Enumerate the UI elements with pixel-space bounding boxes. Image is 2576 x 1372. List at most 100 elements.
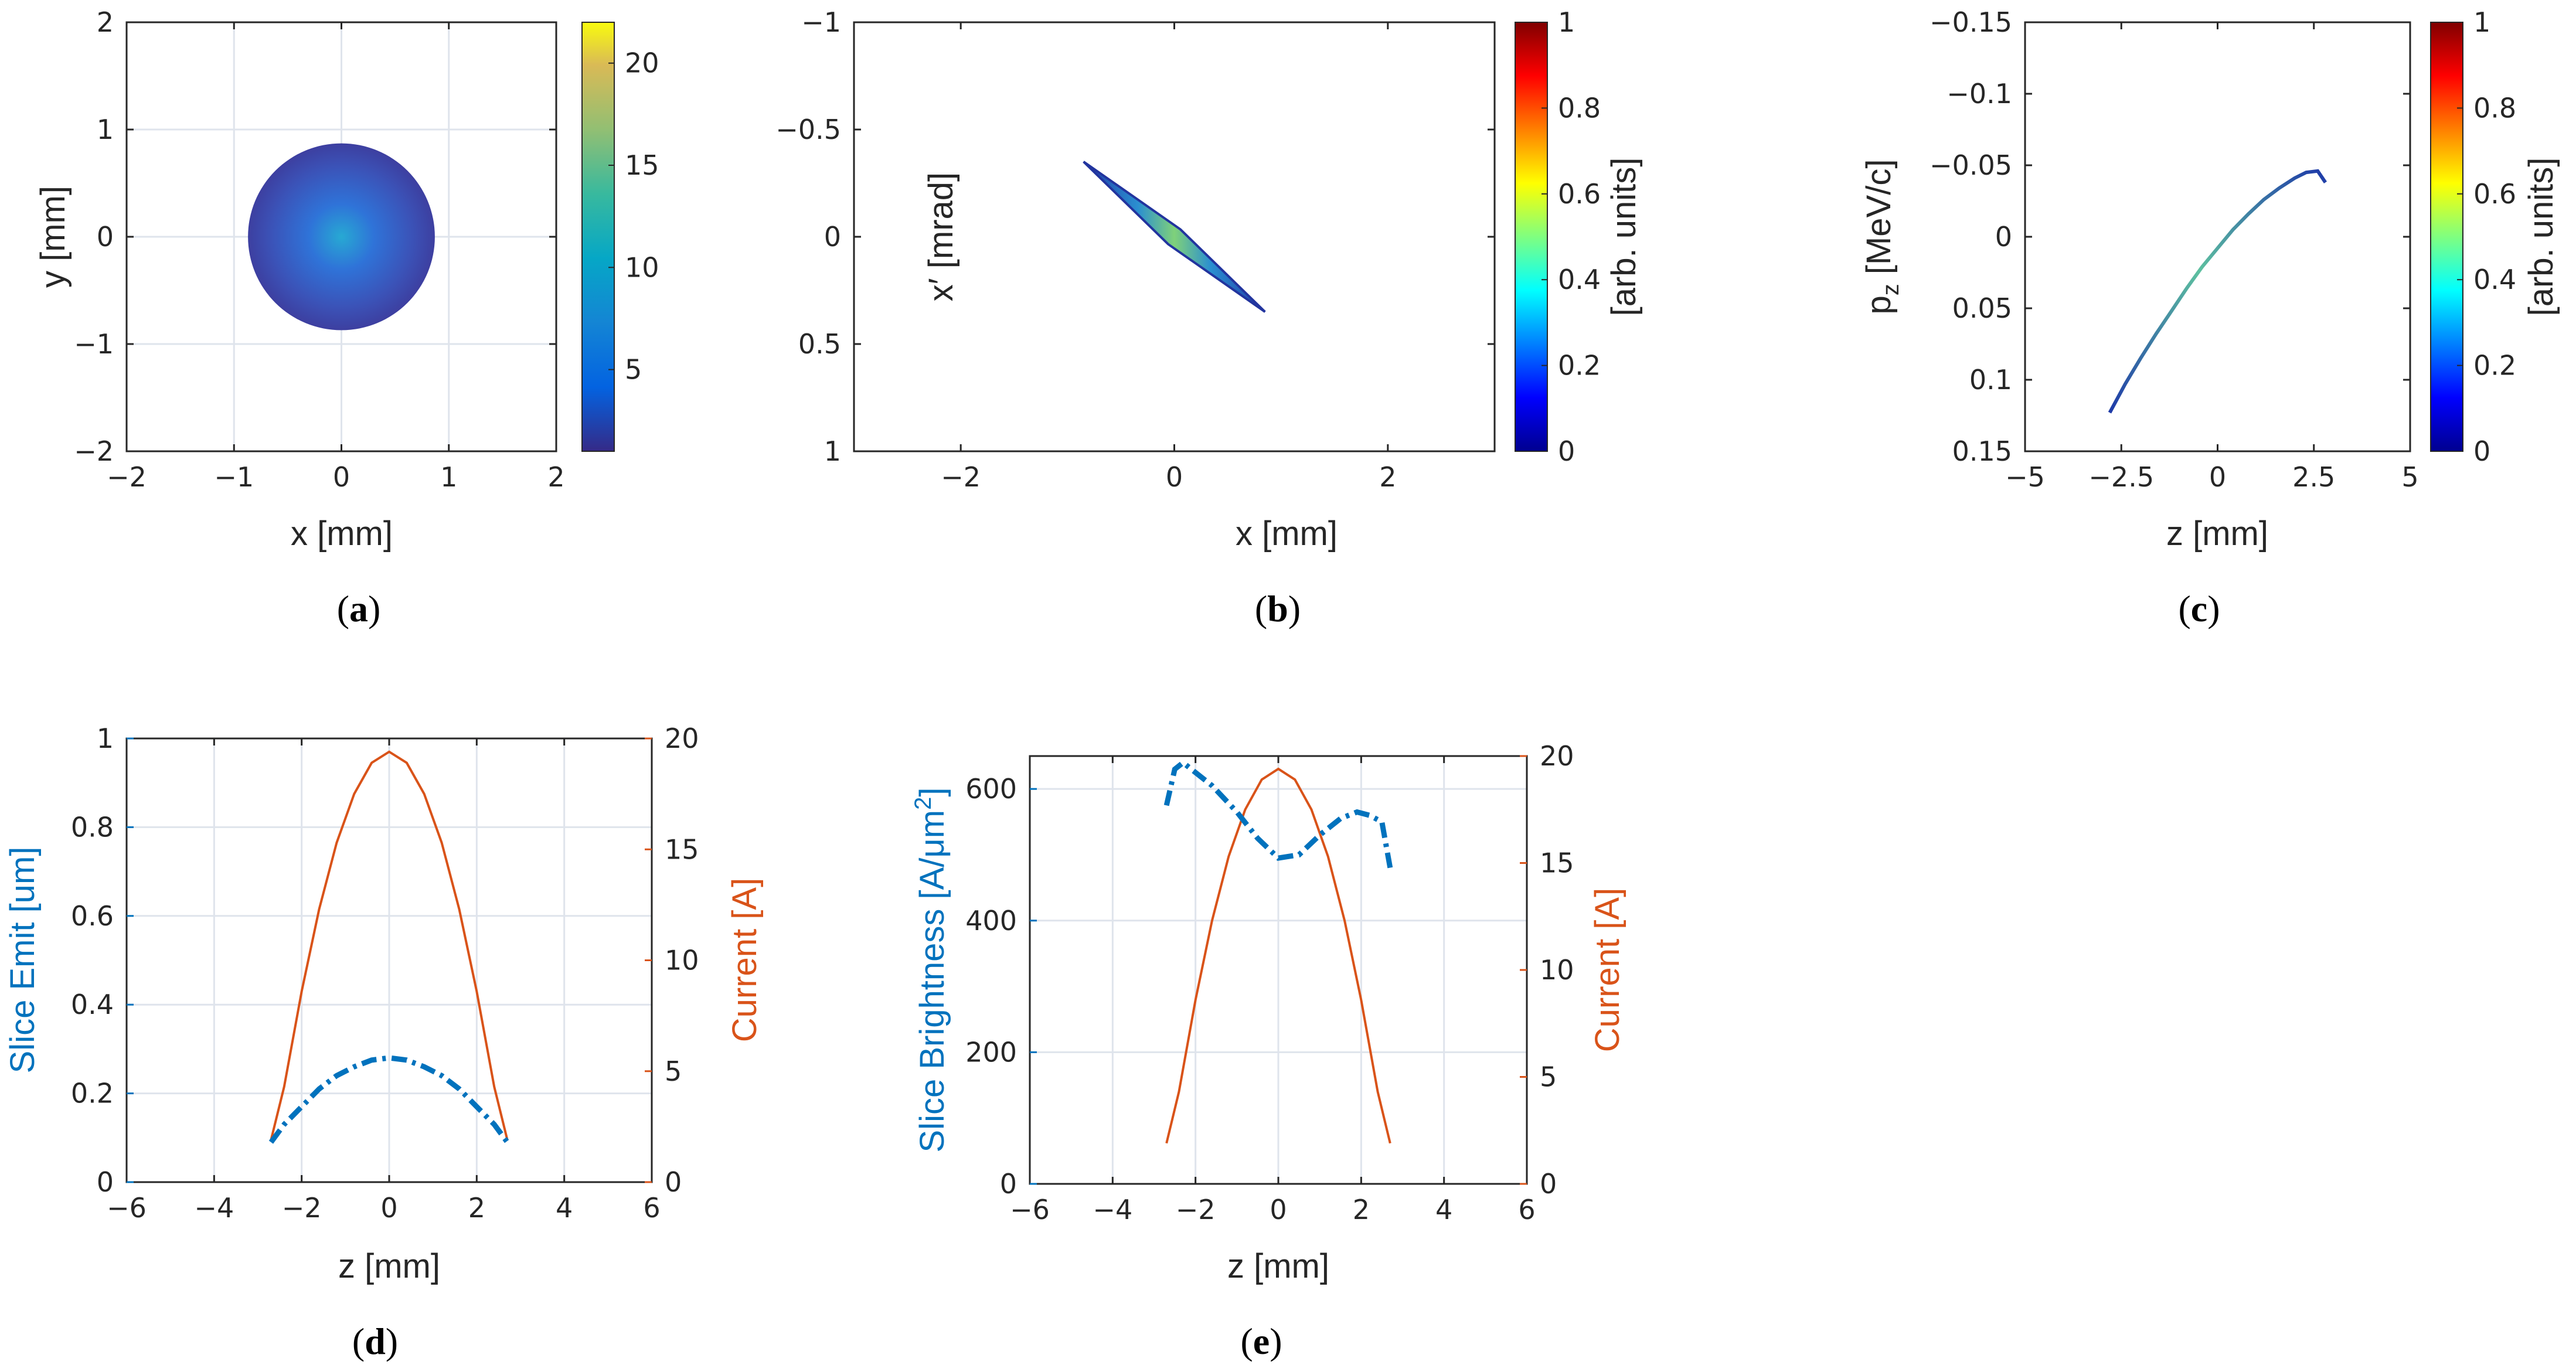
y-tick-label: 0.1	[1969, 364, 2012, 396]
panel-e-current-line	[1165, 767, 1391, 1144]
x-tick-label: −5	[2005, 461, 2045, 493]
colorbar-tick-label: 0.4	[1558, 264, 1601, 295]
x-tick-label: 6	[1518, 1194, 1535, 1225]
colorbar-tick-label: 5	[625, 354, 642, 386]
y-tick-label: 0	[97, 1166, 114, 1198]
colorbar-tick-label: 0.6	[2473, 178, 2516, 210]
panel-c-axes-box	[2024, 21, 2411, 452]
x-tick-label: 0	[380, 1192, 397, 1224]
panel-c-ylabel: pz [MeV/c]	[1860, 159, 1904, 315]
x-tick-label: −4	[194, 1192, 234, 1224]
y-tick-label: 0.8	[71, 811, 114, 843]
x-tick-label: −2	[282, 1192, 322, 1224]
x-tick-label: 2	[468, 1192, 485, 1224]
panel-e-grid	[1029, 756, 1528, 1185]
panel-c-ylabel-main: p	[1860, 295, 1898, 314]
x-tick-label: −2.5	[2088, 461, 2154, 493]
y-tick-label: 0.2	[71, 1078, 114, 1109]
x-tick-label: 4	[556, 1192, 573, 1224]
x-tick-label: −2	[1176, 1194, 1216, 1225]
beam-disk	[248, 143, 435, 331]
y-tick-label: 600	[965, 773, 1017, 805]
x-tick-label: 2	[1353, 1194, 1370, 1225]
y-tick-label: 0.5	[798, 328, 841, 360]
x-tick-label: −2	[941, 461, 981, 493]
x-tick-label: 2	[547, 461, 564, 493]
panel-a-ticks: −2 −1 0 1 2 2 1 0 −1 −2	[74, 6, 564, 493]
panel-b-ylabel: x′ [mrad]	[922, 172, 960, 301]
y-right-tick-label: 10	[1540, 954, 1574, 986]
panel-e-xlabel: z [mm]	[1227, 1247, 1329, 1285]
colorbar-tick-label: 0.6	[1558, 178, 1601, 210]
colorbar-tick-label: 1	[1558, 6, 1575, 38]
colorbar-tick-label: 0.2	[2473, 350, 2516, 382]
colorbar-tick-label: 15	[625, 149, 659, 181]
y-tick-label: 1	[97, 723, 114, 754]
x-tick-label: −2	[107, 461, 147, 493]
y-right-tick-label: 15	[1540, 847, 1574, 879]
x-tick-label: 5	[2401, 461, 2418, 493]
y-tick-label: 0.15	[1952, 435, 2012, 467]
panel-a-caption: (a)	[337, 588, 381, 629]
y-tick-label: −0.05	[1930, 149, 2012, 181]
colorbar-tick-label: 0.8	[2473, 92, 2516, 124]
y-right-tick-label: 15	[665, 833, 699, 865]
x-tick-label: −6	[107, 1192, 147, 1224]
panel-d-emit-line	[268, 1055, 510, 1144]
x-tick-label: −1	[214, 461, 254, 493]
panel-a-colorbar	[581, 22, 615, 452]
x-tick-label: −4	[1093, 1194, 1132, 1225]
panel-d-current-line	[270, 750, 509, 1141]
panel-e-ylabel-left-sup: 2	[910, 797, 936, 810]
panel-e-ylabel-left-end: ]	[913, 788, 951, 797]
panel-b-colorbar-label: [arb. units]	[1605, 158, 1643, 316]
panel-e-brightness-line	[1163, 759, 1393, 869]
y-tick-label: −2	[74, 435, 114, 467]
panel-c-colorbar	[2430, 22, 2463, 452]
panel-b-caption: (b)	[1255, 588, 1301, 629]
panel-c-ylabel-sub: z	[1878, 284, 1904, 295]
y-right-tick-label: 5	[1540, 1061, 1557, 1093]
panel-b: −2 0 2 −1 −0.5 0 0.5 1 x [mm] x′ [mrad] 0 0.2 0.4…	[775, 6, 1643, 629]
panel-d-xlabel: z [mm]	[338, 1247, 440, 1285]
y-tick-label: 0	[97, 221, 114, 253]
panel-b-ticks: −2 0 2 −1 −0.5 0 0.5 1	[775, 6, 1495, 493]
y-tick-label: 0	[1995, 221, 2012, 253]
y-right-tick-label: 0	[1540, 1168, 1557, 1200]
panel-d-caption: (d)	[352, 1320, 398, 1362]
panel-c-colorbar-label: [arb. units]	[2522, 158, 2560, 316]
colorbar-tick-label: 1	[2473, 6, 2490, 38]
x-tick-label: 0	[1270, 1194, 1287, 1225]
colorbar-tick-label: 0.4	[2473, 264, 2516, 295]
y-tick-label: −1	[74, 328, 114, 360]
colorbar-tick-label: 0.2	[1558, 350, 1601, 382]
panel-d-ylabel-left: Slice Emit [um]	[4, 847, 42, 1074]
colorbar-tick-label: 0	[1558, 435, 1575, 467]
panel-a-colorbar-ticks: 5 10 15 20	[608, 47, 659, 386]
y-right-tick-label: 10	[665, 945, 699, 976]
y-tick-label: −1	[801, 6, 841, 38]
x-tick-label: 2	[1379, 461, 1396, 493]
x-tick-label: −6	[1010, 1194, 1050, 1225]
y-right-tick-label: 20	[1540, 740, 1574, 772]
x-tick-label: 1	[440, 461, 457, 493]
y-tick-label: −0.1	[1947, 78, 2012, 110]
panel-a-xlabel: x [mm]	[291, 515, 393, 553]
x-tick-label: 0	[1166, 461, 1183, 493]
colorbar-tick-label: 0.8	[1558, 92, 1601, 124]
panel-c-caption: (c)	[2178, 588, 2220, 629]
panel-a-ylabel: y [mm]	[34, 186, 72, 288]
y-tick-label: −0.5	[775, 114, 841, 145]
y-tick-label: 0	[824, 221, 841, 253]
y-tick-label: 200	[965, 1036, 1017, 1068]
colorbar-tick-label: 10	[625, 251, 659, 283]
panel-b-colorbar-ticks: 0 0.2 0.4 0.6 0.8 1	[1541, 6, 1601, 467]
panel-b-xlabel: x [mm]	[1236, 515, 1338, 553]
panel-c-ylabel-rest: [MeV/c]	[1860, 159, 1898, 284]
panel-c-colorbar-ticks: 0 0.2 0.4 0.6 0.8 1	[2457, 6, 2516, 467]
y-tick-label: 0.6	[71, 900, 114, 932]
y-tick-label: 1	[97, 114, 114, 145]
